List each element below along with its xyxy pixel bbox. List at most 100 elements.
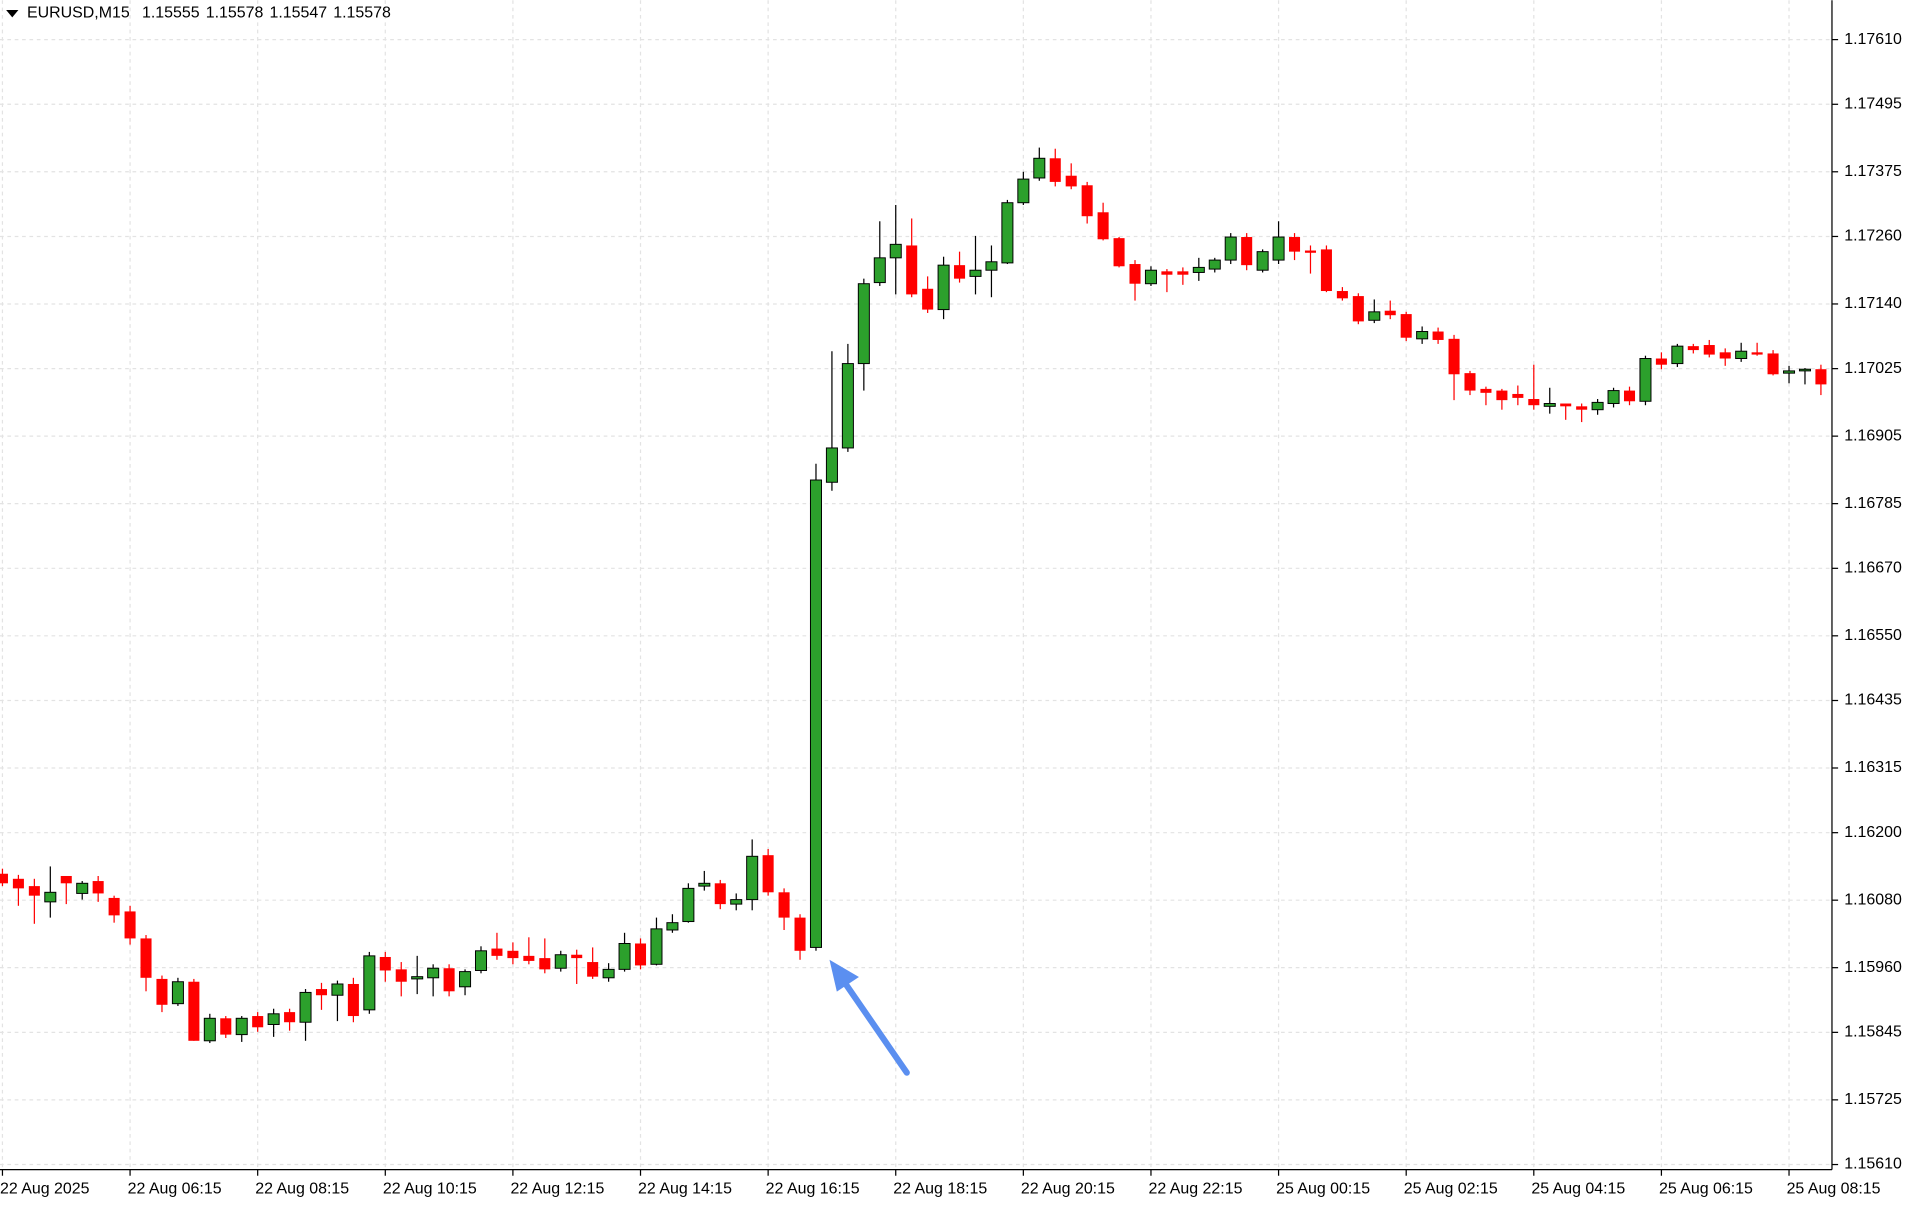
candle-body [491,948,503,956]
y-tick-label: 1.16200 [1844,824,1902,841]
x-tick-label: 22 Aug 14:15 [638,1180,732,1197]
candle-body [1591,401,1604,411]
candle-body [474,950,488,971]
chart-header: EURUSD,M15 1.15555 1.15578 1.15547 1.15578 [27,5,391,22]
candle-body [1798,368,1811,372]
header-low: 1.15547 [270,5,328,22]
y-tick-label: 1.15845 [1844,1024,1902,1041]
x-tick-label: 22 Aug 20:15 [1021,1180,1115,1197]
candle-body [315,989,328,996]
candle-body [1081,185,1093,217]
candle-body [1224,236,1237,261]
candle-body [1767,353,1779,375]
candle-body [1448,338,1460,375]
candle-body [666,922,679,931]
y-tick-label: 1.17610 [1844,31,1902,48]
candle-body [1001,202,1014,264]
candle-body [1416,331,1429,340]
candle-body [267,1013,280,1025]
y-tick-label: 1.16080 [1844,891,1902,908]
candle-body [124,911,136,939]
candle-body [969,269,982,277]
candle-body [1192,266,1205,273]
grid [0,0,1832,1170]
y-tick-label: 1.16785 [1844,495,1902,512]
x-tick-label: 22 Aug 18:15 [893,1180,987,1197]
symbol: EURUSD,M15 [27,5,130,22]
x-tick-label: 22 Aug 08:15 [255,1180,349,1197]
candle-body [1480,388,1492,393]
x-tick-label: 25 Aug 06:15 [1659,1180,1753,1197]
candle-body [1161,271,1173,275]
candle-body [1735,350,1748,360]
candle-body [794,917,806,951]
candle-body [554,954,567,969]
candle-body [746,855,759,901]
axes: 1.17610 1.17495 1.17375 1.17260 1.17140 1.170… [0,31,1902,1198]
y-tick-label: 1.15610 [1844,1156,1902,1173]
menu-triangle [6,10,19,18]
candles [0,147,1827,1044]
y-tick-label: 1.16435 [1844,692,1902,709]
candle-body [1368,311,1381,321]
y-tick-label: 1.17495 [1844,96,1902,113]
candle-body [1655,358,1667,365]
candle-body [1432,331,1444,340]
candle-body [1496,390,1508,401]
candle-body [602,968,615,979]
candle-body [1320,249,1332,292]
candle-body [698,882,711,887]
candle-body [682,887,695,923]
y-tick-label: 1.16550 [1844,627,1902,644]
candle-body [0,873,8,884]
candle-body [1256,251,1269,271]
candle-body [730,899,743,905]
candle-body [825,447,838,483]
arrow-shaft [841,978,910,1076]
candle-body [1033,157,1046,179]
x-tick-label: 22 Aug 2025 [0,1180,90,1197]
x-tick-label: 25 Aug 02:15 [1404,1180,1498,1197]
candle-body [714,883,726,905]
y-tick-label: 1.17025 [1844,360,1902,377]
header-close: 1.15578 [333,5,391,22]
candle-body [459,971,472,988]
candle-body [1129,264,1141,284]
candle-body [1177,271,1189,275]
candle-body [220,1018,232,1035]
candle-body [1241,237,1253,266]
candle-body [954,265,966,279]
candle-body [1272,236,1285,261]
candle-body [1336,291,1348,299]
arrow-head [829,959,859,992]
candle-body [1352,296,1364,322]
candle-body [76,882,89,894]
y-tick-label: 1.16315 [1844,759,1902,776]
candle-body [1384,310,1396,316]
y-tick-label: 1.15725 [1844,1091,1902,1108]
candle-body [1304,250,1317,253]
candle-body [650,928,663,965]
candle-body [873,257,886,284]
candle-body [92,881,104,894]
x-tick-label: 25 Aug 08:15 [1787,1180,1881,1197]
candle-body [985,261,998,271]
candle-body [60,875,72,884]
candle-body [1065,175,1077,187]
candle-body [1687,346,1699,351]
candle-body [1719,352,1731,359]
candle-body [108,897,120,916]
y-tick-label: 1.16905 [1844,427,1902,444]
candle-body [1576,406,1588,410]
candle-body [1543,403,1556,407]
candle-body [523,955,535,961]
x-tick-label: 22 Aug 06:15 [128,1180,222,1197]
candle-body [1751,352,1763,355]
candle-body [857,283,870,365]
y-tick-label: 1.16670 [1844,560,1902,577]
candle-body [906,245,918,295]
y-tick-label: 1.15960 [1844,959,1902,976]
candle-body [809,479,822,948]
